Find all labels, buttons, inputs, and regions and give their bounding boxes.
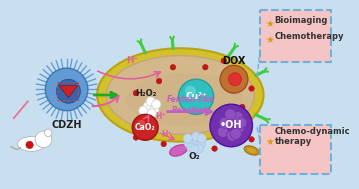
Circle shape	[233, 123, 244, 134]
Text: Bioimaging: Bioimaging	[275, 16, 328, 26]
Text: H⁺: H⁺	[155, 112, 166, 121]
Circle shape	[232, 112, 243, 123]
Circle shape	[161, 141, 167, 147]
Circle shape	[133, 135, 139, 140]
Circle shape	[180, 148, 185, 153]
Circle shape	[133, 90, 139, 96]
Circle shape	[190, 145, 199, 154]
Text: DOX: DOX	[222, 56, 246, 66]
Circle shape	[56, 79, 80, 103]
Text: Chemotherapy: Chemotherapy	[275, 32, 344, 41]
Circle shape	[146, 97, 155, 106]
Text: O₂: O₂	[188, 152, 200, 161]
FancyBboxPatch shape	[260, 10, 331, 62]
Circle shape	[239, 104, 245, 110]
Circle shape	[45, 129, 52, 137]
Ellipse shape	[247, 148, 256, 153]
Circle shape	[147, 109, 156, 118]
Text: •OH: •OH	[220, 120, 242, 130]
Circle shape	[228, 73, 241, 86]
Circle shape	[249, 86, 254, 91]
Circle shape	[230, 128, 241, 139]
Text: CaO₂: CaO₂	[135, 123, 155, 132]
Text: H₂O₂: H₂O₂	[135, 89, 157, 98]
Circle shape	[191, 132, 201, 141]
Circle shape	[178, 79, 214, 114]
Circle shape	[132, 114, 158, 140]
Ellipse shape	[18, 137, 45, 151]
Circle shape	[138, 120, 145, 127]
Circle shape	[184, 138, 193, 148]
Circle shape	[249, 137, 254, 142]
Circle shape	[227, 130, 238, 141]
Polygon shape	[59, 86, 78, 98]
Text: Chemo-dynamic
therapy: Chemo-dynamic therapy	[275, 127, 350, 146]
Text: ★: ★	[265, 19, 274, 29]
Circle shape	[225, 109, 236, 120]
Circle shape	[156, 78, 162, 84]
Circle shape	[151, 100, 161, 109]
Circle shape	[185, 86, 196, 97]
Circle shape	[143, 101, 153, 111]
Circle shape	[194, 144, 204, 153]
Circle shape	[217, 126, 228, 138]
Text: Fenton-like
Reaction: Fenton-like Reaction	[167, 95, 214, 115]
Ellipse shape	[127, 73, 243, 126]
Circle shape	[221, 58, 227, 64]
Text: CDZH: CDZH	[51, 120, 82, 129]
Text: ★: ★	[265, 34, 274, 44]
Circle shape	[236, 117, 247, 128]
Circle shape	[212, 146, 217, 151]
Ellipse shape	[244, 146, 259, 155]
Circle shape	[220, 65, 248, 93]
Circle shape	[196, 139, 205, 149]
Circle shape	[223, 115, 234, 126]
Text: H⁺: H⁺	[161, 130, 172, 139]
Circle shape	[183, 134, 192, 143]
Text: H⁺: H⁺	[126, 56, 138, 65]
Ellipse shape	[106, 56, 254, 134]
Text: Cu²⁺: Cu²⁺	[185, 92, 207, 101]
Circle shape	[35, 131, 52, 148]
Text: ★: ★	[265, 137, 274, 147]
Circle shape	[45, 68, 88, 111]
Ellipse shape	[97, 48, 264, 142]
Circle shape	[26, 141, 33, 149]
Circle shape	[202, 64, 208, 70]
Ellipse shape	[170, 145, 187, 156]
FancyBboxPatch shape	[260, 125, 331, 174]
Circle shape	[219, 117, 230, 128]
Circle shape	[139, 106, 148, 115]
Circle shape	[187, 143, 196, 152]
Circle shape	[190, 137, 199, 146]
Circle shape	[197, 134, 206, 143]
Circle shape	[170, 64, 176, 70]
Circle shape	[150, 105, 159, 114]
Circle shape	[210, 104, 252, 147]
